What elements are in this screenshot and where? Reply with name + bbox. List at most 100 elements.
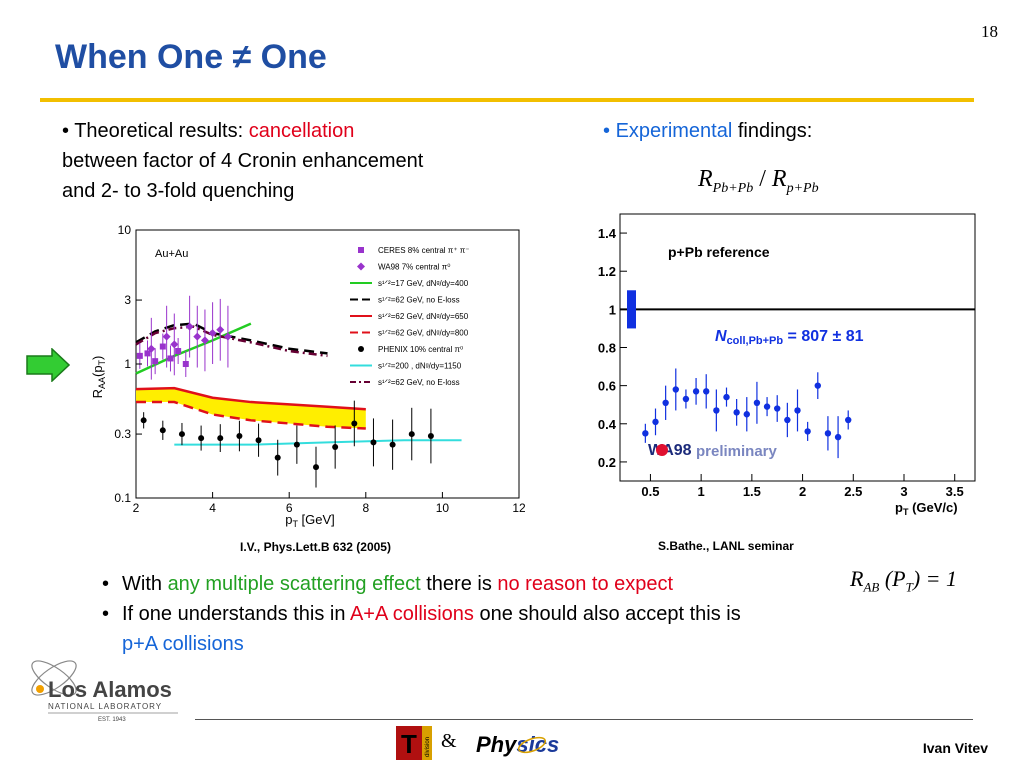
right-chart-caption: S.Bathe., LANL seminar — [658, 539, 794, 553]
wa98-point — [147, 344, 156, 353]
x-axis-label: pT (GeV/c) — [895, 500, 958, 517]
legend-label: s¹ᐟ²=62 GeV, no E-loss — [378, 296, 460, 305]
legend-label: s¹ᐟ²=62 GeV, no E-loss — [378, 378, 460, 387]
phenix-point — [293, 441, 300, 448]
reference-label: p+Pb reference — [668, 244, 770, 260]
system-label: Au+Au — [155, 248, 188, 260]
ceres-point — [159, 343, 166, 350]
x-tick-label: 1.5 — [743, 484, 761, 499]
phenix-point — [140, 417, 147, 424]
phenix-point — [178, 431, 185, 438]
ceres-point — [152, 358, 159, 365]
reference-uncertainty-box — [627, 290, 636, 329]
legend-label: s¹ᐟ²=200 , dNᵍ/dy=1150 — [378, 362, 462, 371]
formula-symbol: R — [698, 166, 713, 192]
x-tick-label: 3 — [900, 484, 907, 499]
left-chart-caption: I.V., Phys.Lett.B 632 (2005) — [240, 540, 391, 554]
formula-sub: T — [905, 579, 913, 595]
series-line — [136, 400, 366, 430]
logo-letter: T — [401, 729, 417, 759]
ampersand: & — [441, 730, 457, 752]
energy-loss-band — [136, 388, 366, 429]
y-axis-label: RAA(pT) — [90, 356, 107, 399]
x-tick-label: 1 — [698, 484, 705, 499]
logo-text: Phy — [476, 732, 518, 757]
legend-label: WA98 7% central π⁰ — [378, 263, 450, 272]
data-point — [733, 409, 740, 416]
legend-label: s¹ᐟ²=62 GeV, dNᵍ/dy=800 — [378, 329, 469, 338]
wa98-point — [200, 336, 209, 345]
author-name: Ivan Vitev — [922, 740, 988, 756]
svg-text:Physics: Physics — [476, 732, 559, 757]
phenix-point — [389, 441, 396, 448]
wa98-point — [193, 332, 202, 341]
phenix-point — [198, 435, 205, 442]
highlight-experimental: Experimental — [615, 120, 733, 142]
legend-marker — [357, 262, 365, 271]
data-point — [652, 418, 659, 426]
phenix-point — [351, 420, 358, 427]
wa98-point — [185, 322, 194, 331]
data-point — [763, 403, 771, 410]
bullet: • — [62, 120, 70, 142]
logo-side-text: division — [425, 737, 431, 757]
formula-slash: / — [753, 166, 772, 192]
phenix-point — [313, 464, 320, 471]
phenix-point — [427, 433, 434, 440]
y-tick-label: 0.8 — [598, 341, 616, 356]
phenix-point — [217, 435, 224, 442]
text-part: With — [122, 573, 168, 595]
phenix-point — [159, 427, 166, 434]
y-tick-label: 0.4 — [598, 417, 617, 432]
x-axis-label-main: p — [285, 512, 292, 527]
x-tick-label: 2 — [133, 501, 140, 515]
data-point — [713, 407, 720, 414]
x-tick-label: 0.5 — [641, 484, 659, 499]
raa-theory-chart: 2 4 6 8 10 12 0.1 0.3 1 3 10 CERES 8% central π⁺ π… — [90, 223, 525, 529]
green-arrow-icon — [26, 348, 70, 382]
phenix-point — [274, 454, 281, 461]
formula-part: (P — [879, 566, 906, 591]
highlight-green: any multiple scattering effect — [167, 573, 421, 595]
ncoll-value: = 807 ± 81 — [783, 328, 864, 345]
y-tick-label: 0.2 — [598, 455, 616, 470]
ncoll-label: Ncoll,Pb+Pb = 807 ± 81 — [715, 328, 864, 347]
data-point — [682, 395, 690, 403]
los-alamos-logo: Los Alamos NATIONAL LABORATORY EST. 1943 — [31, 660, 178, 723]
ceres-point — [136, 352, 143, 359]
highlight-red: no reason to expect — [497, 573, 674, 595]
text-part: If one understands this in — [122, 603, 350, 625]
legend-label: CERES 8% central π⁺ π⁻ — [378, 246, 470, 255]
highlight-cancellation: cancellation — [248, 120, 355, 142]
bullet: • — [603, 120, 611, 142]
data-point — [774, 405, 781, 412]
text-part: there is — [420, 573, 498, 595]
data-point — [642, 430, 649, 437]
y-tick-label: 0.1 — [114, 491, 131, 505]
bullet-item: If one understands this in A+A collision… — [102, 599, 982, 659]
phenix-point — [408, 431, 415, 438]
data-point — [845, 416, 852, 424]
ceres-point — [182, 361, 189, 367]
text-part: one should also accept this is — [473, 603, 741, 625]
wa98-label: WA98 — [648, 442, 692, 459]
data-point — [794, 407, 801, 414]
data-point — [814, 382, 821, 389]
data-point — [692, 388, 700, 395]
wa98-point — [162, 332, 171, 341]
y-tick-label: 1 — [124, 357, 131, 371]
legend-marker — [358, 247, 364, 253]
ncoll-subscript: coll,Pb+Pb — [727, 335, 784, 347]
x-tick-label: 12 — [512, 501, 525, 515]
formula-part: ) = 1 — [912, 566, 958, 591]
y-axis-label-rest: ) — [90, 356, 105, 360]
y-axis-label-sub: AA — [97, 377, 107, 389]
data-point — [824, 430, 832, 437]
x-tick-label: 2 — [799, 484, 806, 499]
formula-symbol: R — [771, 166, 787, 192]
footer-divider — [195, 719, 973, 720]
data-point — [834, 433, 842, 441]
theoretical-results-text: • Theoretical results: cancellation betw… — [62, 116, 532, 206]
formula-sub: p+Pb — [786, 180, 819, 196]
experimental-findings-text: • Experimental findings: — [603, 116, 812, 146]
